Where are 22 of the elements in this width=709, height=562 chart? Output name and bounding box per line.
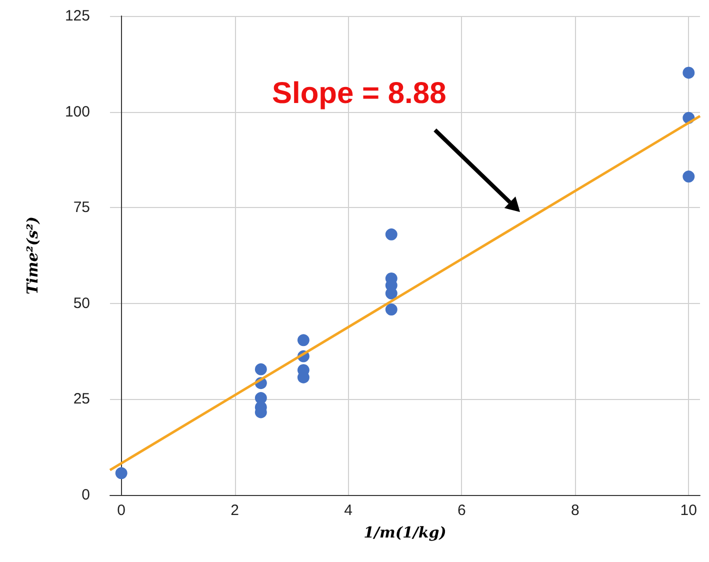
point	[254, 363, 267, 376]
annotation: Slope = 8.88	[272, 77, 446, 111]
x-tick-label: 4	[344, 502, 352, 519]
point	[682, 170, 695, 183]
y-tick-label: 50	[73, 294, 90, 312]
y-tick-label: 100	[64, 103, 90, 120]
y-tick-label: 75	[73, 199, 90, 216]
point	[385, 304, 398, 316]
point	[682, 66, 695, 79]
x-tick-label: 0	[117, 502, 126, 519]
x-tick-label: 8	[571, 502, 580, 519]
point	[297, 334, 310, 346]
point	[385, 228, 398, 240]
point	[115, 467, 128, 480]
x-tick-label: 2	[230, 502, 239, 519]
x-tick-label: 6	[458, 502, 466, 519]
y-axis-title: Time²(s²)	[24, 216, 42, 295]
y-tick-label: 0	[82, 486, 90, 504]
x-axis-title: 1/m(1/kg)	[364, 524, 446, 542]
x-tick-label: 10	[680, 502, 697, 519]
y-tick-label: 25	[73, 390, 90, 408]
y-tick-label: 125	[64, 8, 90, 24]
